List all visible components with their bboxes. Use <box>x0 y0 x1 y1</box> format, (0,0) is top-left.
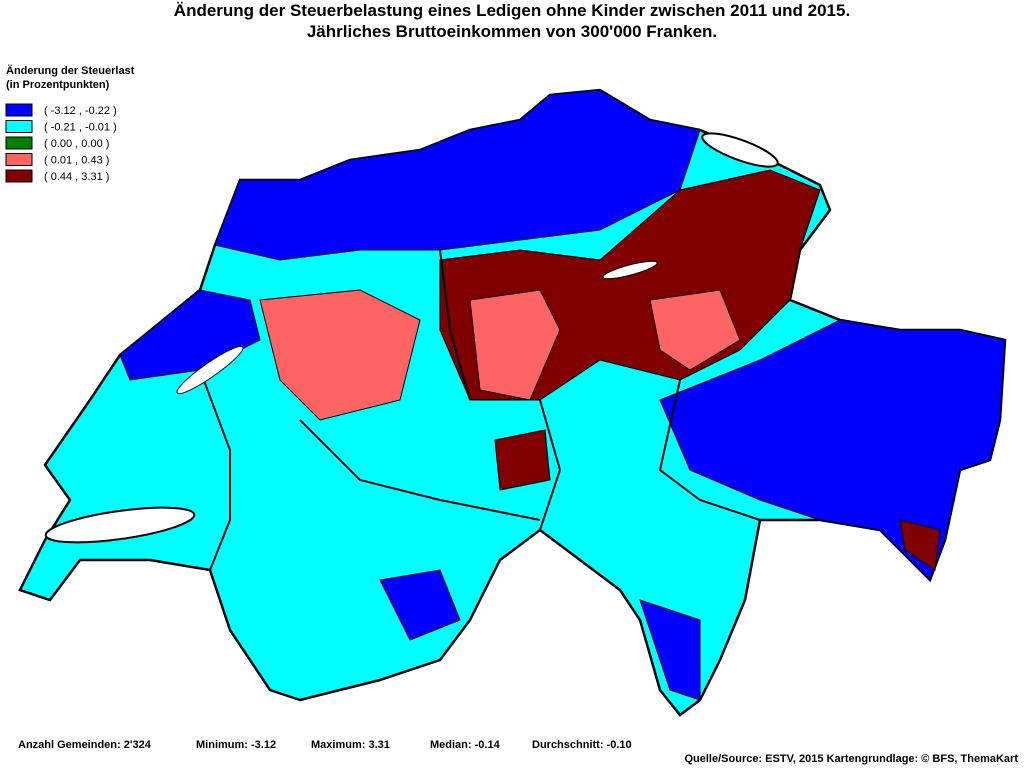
legend-title: (in Prozentpunkten) <box>6 79 110 91</box>
map <box>18 88 1007 717</box>
legend-label: ( -3.12 , -0.22 ) <box>44 105 117 117</box>
stat: Durchschnitt: -0.10 <box>532 739 632 751</box>
legend-swatch <box>5 169 33 183</box>
legend-swatch <box>5 103 33 117</box>
region-mixed <box>259 289 421 421</box>
stat: Anzahl Gemeinden: 2'324 <box>18 739 152 751</box>
legend-swatch <box>5 136 33 150</box>
region-mixed <box>469 289 561 401</box>
region-mixed <box>639 599 701 701</box>
lake-constance <box>701 132 779 168</box>
lake-zurich <box>602 260 658 280</box>
lake-neuchatel <box>176 345 244 395</box>
region-east <box>659 319 1006 581</box>
legend-swatch <box>5 120 33 133</box>
region-mixed <box>494 429 551 491</box>
title: Änderung der Steuerbelastung eines Ledig… <box>174 1 850 20</box>
stat: Minimum: -3.12 <box>196 739 276 751</box>
source: Quelle/Source: ESTV, 2015 Kartengrundlag… <box>684 753 1018 765</box>
legend-label: ( 0.44 , 3.31 ) <box>44 171 109 183</box>
canton-border <box>199 249 761 571</box>
legend-label: ( 0.00 , 0.00 ) <box>44 138 109 150</box>
region-mixed <box>379 569 461 641</box>
legend-swatch <box>5 153 33 166</box>
legend: ( -3.12 , -0.22 ) ( -0.21 , -0.01 ) ( 0.00… <box>5 103 117 183</box>
region-mixed <box>899 519 941 571</box>
legend-label: ( -0.21 , -0.01 ) <box>44 122 117 134</box>
legend-title: Änderung der Steuerlast <box>6 64 135 77</box>
region-north <box>214 89 701 261</box>
stat: Median: -0.14 <box>430 739 501 751</box>
lake-geneva <box>44 506 196 544</box>
legend-label: ( 0.01 , 0.43 ) <box>44 155 109 167</box>
region-mixed <box>649 289 741 371</box>
title: Jährliches Bruttoeinkommen von 300'000 F… <box>307 22 717 41</box>
stat: Maximum: 3.31 <box>311 739 390 751</box>
